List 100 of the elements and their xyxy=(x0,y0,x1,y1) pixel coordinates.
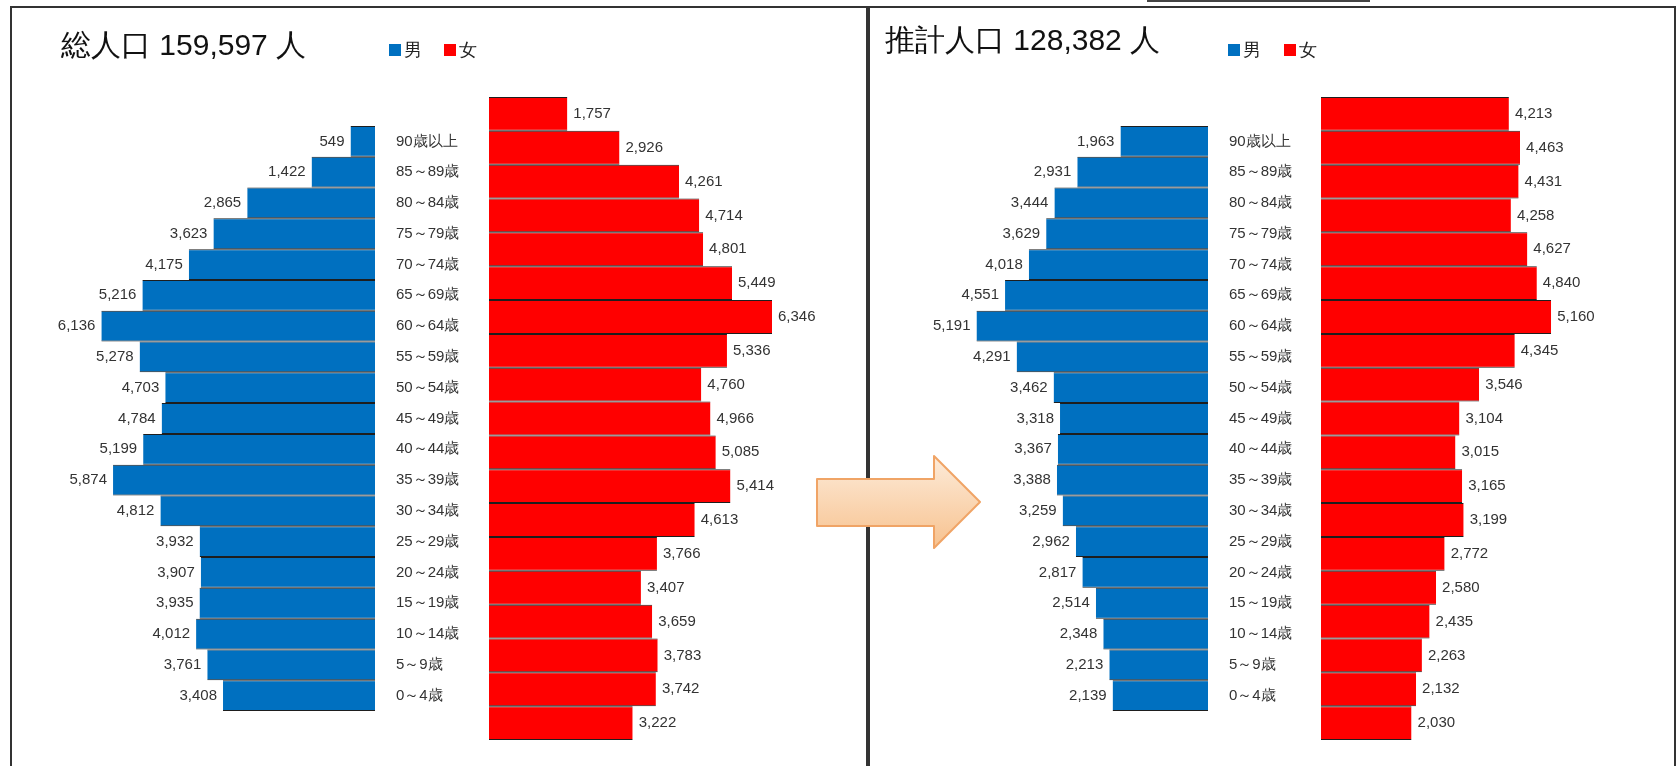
y-tick-label: 85～89歳 xyxy=(396,162,460,180)
data-label: 4,760 xyxy=(707,374,745,392)
y-tick-label: 15～19歳 xyxy=(1229,593,1293,611)
data-label: 3,318 xyxy=(1016,408,1055,426)
data-label: 4,627 xyxy=(1533,239,1571,257)
y-tick-label: 0～4歳 xyxy=(396,685,443,703)
y-tick-label: 65～69歳 xyxy=(396,285,460,303)
data-label: 4,966 xyxy=(716,408,755,426)
y-tick-label: 0～4歳 xyxy=(1229,685,1276,703)
data-label: 3,104 xyxy=(1465,408,1503,426)
data-label: 2,435 xyxy=(1435,611,1474,629)
data-label: 4,018 xyxy=(985,254,1023,272)
data-label: 6,136 xyxy=(57,316,96,334)
y-tick-label: 45～49歳 xyxy=(396,408,460,426)
data-label: 5,336 xyxy=(732,340,771,358)
data-label: 5,160 xyxy=(1557,307,1595,325)
y-tick-label: 75～79歳 xyxy=(396,223,460,241)
y-tick-label: 60～64歳 xyxy=(1229,316,1293,334)
y-tick-label: 5～9歳 xyxy=(1229,654,1276,672)
data-label: 3,388 xyxy=(1013,470,1051,488)
data-label: 3,935 xyxy=(155,593,194,611)
data-label: 4,012 xyxy=(152,624,191,642)
y-tick-label: 55～59歳 xyxy=(396,347,460,365)
data-label: 2,926 xyxy=(625,137,664,155)
y-tick-label: 35～39歳 xyxy=(396,470,460,488)
y-tick-label: 35～39歳 xyxy=(1229,470,1293,488)
data-label: 3,766 xyxy=(662,544,701,562)
y-tick-label: 45～49歳 xyxy=(1229,408,1293,426)
legend-label: 女 xyxy=(1299,39,1317,61)
legend-label: 男 xyxy=(1243,39,1261,61)
data-label: 4,613 xyxy=(700,510,739,528)
data-label: 5,449 xyxy=(738,273,776,291)
data-label: 1,422 xyxy=(268,162,306,180)
data-label: 3,629 xyxy=(1002,223,1041,241)
data-label: 3,407 xyxy=(646,577,685,595)
data-label: 3,222 xyxy=(638,713,677,731)
data-label: 3,015 xyxy=(1461,442,1500,460)
y-tick-label: 10～14歳 xyxy=(1229,624,1293,642)
y-tick-label: 80～84歳 xyxy=(1229,193,1293,211)
data-label: 4,703 xyxy=(121,377,160,395)
y-tick-label: 65～69歳 xyxy=(1229,285,1293,303)
data-label: 2,213 xyxy=(1065,654,1104,672)
data-label: 4,261 xyxy=(685,171,723,189)
data-label: 4,812 xyxy=(116,501,155,519)
y-tick-label: 90歳以上 xyxy=(1229,131,1291,149)
y-tick-label: 40～44歳 xyxy=(396,439,460,457)
y-tick-label: 75～79歳 xyxy=(1229,223,1293,241)
data-label: 4,463 xyxy=(1526,137,1564,155)
data-label: 2,132 xyxy=(1422,679,1460,697)
data-label: 4,840 xyxy=(1542,273,1581,291)
y-tick-label: 25～29歳 xyxy=(1229,531,1293,549)
data-label: 4,213 xyxy=(1514,104,1553,122)
data-label: 5,191 xyxy=(932,316,971,334)
y-tick-label: 50～54歳 xyxy=(396,377,460,395)
y-tick-label: 30～34歳 xyxy=(1229,501,1293,519)
data-label: 4,784 xyxy=(118,408,156,426)
y-tick-label: 85～89歳 xyxy=(1229,162,1293,180)
data-label: 3,783 xyxy=(663,645,702,663)
chart-title: 推計人口 128,382 人 xyxy=(885,22,1161,58)
data-label: 3,165 xyxy=(1468,476,1506,494)
data-label: 3,408 xyxy=(179,685,218,703)
data-label: 4,345 xyxy=(1520,340,1559,358)
data-label: 1,757 xyxy=(573,104,611,122)
data-label: 3,444 xyxy=(1010,193,1049,211)
data-label: 4,801 xyxy=(709,239,747,257)
data-label: 3,546 xyxy=(1485,374,1523,392)
data-label: 2,772 xyxy=(1450,544,1489,562)
data-label: 4,551 xyxy=(961,285,1000,303)
y-tick-label: 25～29歳 xyxy=(396,531,460,549)
legend-label: 男 xyxy=(404,39,422,61)
data-label: 5,414 xyxy=(736,476,774,494)
y-tick-label: 30～34歳 xyxy=(396,501,460,519)
data-label: 2,348 xyxy=(1059,624,1098,642)
data-label: 2,865 xyxy=(203,193,242,211)
data-label: 3,367 xyxy=(1014,439,1052,457)
data-label: 3,259 xyxy=(1019,501,1057,519)
data-label: 2,931 xyxy=(1033,162,1072,180)
data-label: 3,761 xyxy=(163,654,202,672)
y-tick-label: 70～74歳 xyxy=(1229,254,1293,272)
data-label: 2,962 xyxy=(1032,531,1070,549)
y-tick-label: 90歳以上 xyxy=(396,131,458,149)
y-tick-label: 10～14歳 xyxy=(396,624,460,642)
y-tick-label: 20～24歳 xyxy=(396,562,460,580)
data-label: 4,258 xyxy=(1516,205,1555,223)
data-label: 3,199 xyxy=(1469,510,1508,528)
y-tick-label: 20～24歳 xyxy=(1229,562,1293,580)
data-label: 4,175 xyxy=(145,254,183,272)
data-label: 5,874 xyxy=(69,470,108,488)
data-label: 1,963 xyxy=(1076,131,1115,149)
data-label: 4,291 xyxy=(973,347,1011,365)
data-label: 5,278 xyxy=(96,347,134,365)
data-label: 2,514 xyxy=(1052,593,1090,611)
y-tick-label: 55～59歳 xyxy=(1229,347,1293,365)
y-tick-label: 15～19歳 xyxy=(396,593,460,611)
data-label: 3,742 xyxy=(661,679,700,697)
data-label: 5,085 xyxy=(721,442,760,460)
data-label: 2,580 xyxy=(1442,577,1480,595)
data-label: 3,932 xyxy=(156,531,194,549)
y-tick-label: 50～54歳 xyxy=(1229,377,1293,395)
data-label: 6,346 xyxy=(778,307,816,325)
